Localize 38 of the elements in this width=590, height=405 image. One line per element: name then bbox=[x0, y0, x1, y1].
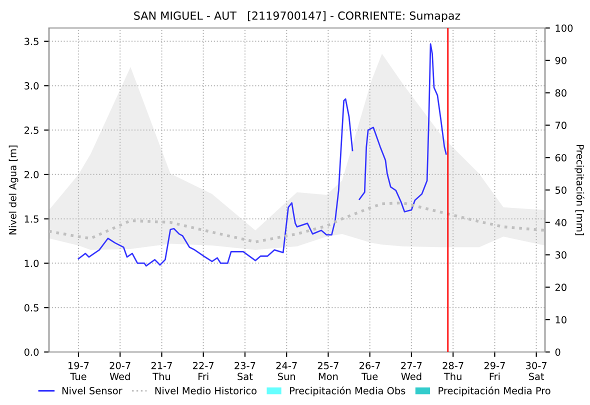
y-axis-title: Nivel del Agua [m] bbox=[8, 146, 18, 234]
y-tick-label: 2.0 bbox=[24, 170, 39, 178]
x-tick-label: 23-7 Sat bbox=[234, 362, 256, 380]
x-tick-label: 19-7 Tue bbox=[68, 362, 89, 380]
y-tick-label: 0.0 bbox=[24, 348, 39, 356]
x-tick-label: 21-7 Thu bbox=[151, 362, 172, 380]
y-tick-label: 2.5 bbox=[24, 126, 38, 134]
y-tick-label: 0.5 bbox=[24, 304, 38, 312]
x-tick-label: 27-7 Wed bbox=[401, 362, 422, 380]
x-tick-label: 20-7 Wed bbox=[110, 362, 130, 380]
y2-tick-label: 20 bbox=[555, 284, 566, 292]
y2-tick-label: 30 bbox=[555, 251, 566, 259]
y2-tick-label: 40 bbox=[555, 218, 566, 226]
y-tick-label: 1.5 bbox=[24, 215, 38, 223]
x-tick-label: 25-7 Mon bbox=[318, 362, 338, 380]
y2-tick-label: 60 bbox=[555, 154, 566, 162]
x-tick-label: 28-7 Thu bbox=[442, 362, 464, 380]
y2-tick-label: 80 bbox=[555, 89, 566, 97]
y-tick-label: 3.0 bbox=[24, 82, 39, 90]
x-tick-label: 24-7 Sun bbox=[276, 362, 297, 380]
y2-tick-label: 90 bbox=[555, 56, 566, 64]
y-tick-label: 3.5 bbox=[24, 38, 38, 46]
y2-axis-title: Precipitación [mm] bbox=[574, 144, 584, 236]
y2-tick-label: 100 bbox=[556, 24, 573, 32]
y2-tick-label: 0 bbox=[555, 348, 560, 356]
legend-label: Precipitación Media Pro bbox=[438, 386, 550, 396]
chart-title: SAN MIGUEL - AUT [2119700147] - CORRIENTE: Sumapaz bbox=[134, 11, 460, 22]
y2-tick-label: 50 bbox=[555, 186, 566, 194]
legend-label: Precipitación Media Obs bbox=[290, 386, 406, 396]
y2-tick-label: 10 bbox=[556, 316, 566, 324]
legend-label: Nivel Sensor bbox=[62, 386, 122, 394]
legend-label: Nivel Medio Historico bbox=[155, 386, 256, 394]
x-tick-label: 30-7 Sat bbox=[526, 362, 547, 380]
x-tick-label: 29-7 Fri bbox=[484, 362, 505, 380]
y-tick-label: 1.0 bbox=[24, 260, 39, 268]
x-tick-label: 22-7 Fri bbox=[193, 362, 214, 380]
y2-tick-label: 70 bbox=[556, 122, 566, 130]
x-tick-label: 26-7 Tue bbox=[360, 362, 380, 380]
